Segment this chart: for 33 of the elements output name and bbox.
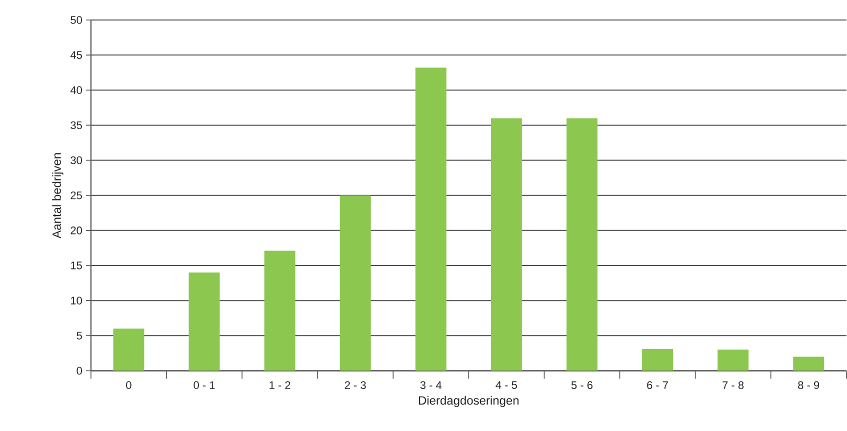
x-tick-label: 7 - 8	[722, 381, 744, 390]
y-tick-label: 10	[71, 296, 82, 305]
y-tick-label: 50	[70, 16, 82, 24]
bar	[642, 349, 674, 371]
x-tick-label: 5 - 6	[571, 381, 592, 390]
y-tick-label: 15	[71, 262, 82, 270]
y-tick-label: 40	[70, 86, 82, 94]
bar	[113, 328, 144, 371]
y-tick-label: 25	[70, 192, 82, 200]
y-tick-label: 30	[70, 156, 82, 164]
bar	[718, 350, 749, 371]
bar	[793, 356, 824, 371]
bar	[188, 272, 220, 371]
y-axis-title: Aantal bedrijven	[52, 153, 64, 238]
y-tick-label: 5	[76, 332, 82, 340]
x-tick-label: 6 - 7	[647, 381, 668, 390]
y-tick-label: 20	[70, 226, 82, 234]
bar	[340, 196, 371, 371]
x-tick-label: 3 - 4	[420, 381, 442, 390]
y-tick-label: 45	[70, 51, 82, 60]
bar	[490, 118, 522, 371]
y-tick-label: 0	[76, 367, 82, 375]
bar	[415, 68, 446, 371]
x-tick-label: 1 - 2	[270, 381, 290, 390]
bar	[566, 118, 598, 371]
bar	[264, 250, 296, 371]
x-axis-title: Dierdagdoseringen	[418, 396, 519, 408]
x-tick-label: 0 - 1	[194, 381, 215, 390]
x-tick-label: 0	[126, 381, 132, 390]
x-tick-label: 8 - 9	[798, 381, 820, 390]
y-tick-label: 35	[70, 121, 82, 130]
x-tick-label: 2 - 3	[344, 381, 366, 390]
x-tick-label: 4 - 5	[496, 381, 517, 390]
